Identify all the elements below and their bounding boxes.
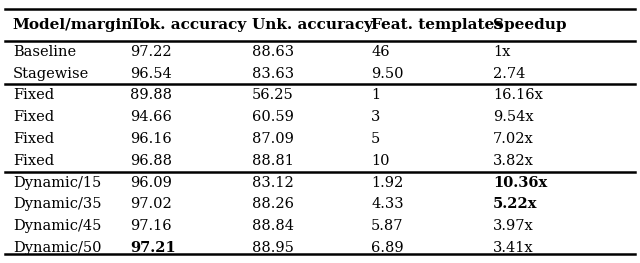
Text: Fixed: Fixed [13,110,54,124]
Text: Model/margin: Model/margin [13,18,133,32]
Text: 88.95: 88.95 [252,241,293,255]
Text: Dynamic/45: Dynamic/45 [13,219,101,233]
Text: Fixed: Fixed [13,132,54,146]
Text: Dynamic/35: Dynamic/35 [13,198,101,211]
Text: 96.54: 96.54 [130,67,172,80]
Text: Fixed: Fixed [13,88,54,102]
Text: 89.88: 89.88 [130,88,172,102]
Text: Tok. accuracy: Tok. accuracy [130,18,246,32]
Text: 7.02x: 7.02x [493,132,534,146]
Text: 97.21: 97.21 [130,241,175,255]
Text: 88.63: 88.63 [252,45,294,59]
Text: Fixed: Fixed [13,154,54,168]
Text: 97.02: 97.02 [130,198,172,211]
Text: 9.50: 9.50 [371,67,404,80]
Text: 87.09: 87.09 [252,132,293,146]
Text: 46: 46 [371,45,390,59]
Text: 94.66: 94.66 [130,110,172,124]
Text: 10.36x: 10.36x [493,176,547,190]
Text: 56.25: 56.25 [252,88,293,102]
Text: 3: 3 [371,110,381,124]
Text: 88.81: 88.81 [252,154,293,168]
Text: Stagewise: Stagewise [13,67,89,80]
Text: 5.22x: 5.22x [493,198,538,211]
Text: 60.59: 60.59 [252,110,293,124]
Text: 97.22: 97.22 [130,45,172,59]
Text: 16.16x: 16.16x [493,88,543,102]
Text: 1: 1 [371,88,380,102]
Text: Dynamic/50: Dynamic/50 [13,241,101,255]
Text: 3.97x: 3.97x [493,219,534,233]
Text: 1.92: 1.92 [371,176,403,190]
Text: 88.84: 88.84 [252,219,294,233]
Text: 96.88: 96.88 [130,154,172,168]
Text: 96.09: 96.09 [130,176,172,190]
Text: Feat. templates: Feat. templates [371,18,503,32]
Text: 6.89: 6.89 [371,241,404,255]
Text: 97.16: 97.16 [130,219,172,233]
Text: 2.74: 2.74 [493,67,525,80]
Text: 10: 10 [371,154,390,168]
Text: 3.41x: 3.41x [493,241,533,255]
Text: Speedup: Speedup [493,18,566,32]
Text: 83.63: 83.63 [252,67,294,80]
Text: Unk. accuracy: Unk. accuracy [252,18,372,32]
Text: 3.82x: 3.82x [493,154,534,168]
Text: 4.33: 4.33 [371,198,404,211]
Text: 83.12: 83.12 [252,176,293,190]
Text: 9.54x: 9.54x [493,110,533,124]
Text: 1x: 1x [493,45,510,59]
Text: 5.87: 5.87 [371,219,404,233]
Text: Dynamic/15: Dynamic/15 [13,176,101,190]
Text: 5: 5 [371,132,380,146]
Text: 96.16: 96.16 [130,132,172,146]
Text: Baseline: Baseline [13,45,76,59]
Text: 88.26: 88.26 [252,198,294,211]
